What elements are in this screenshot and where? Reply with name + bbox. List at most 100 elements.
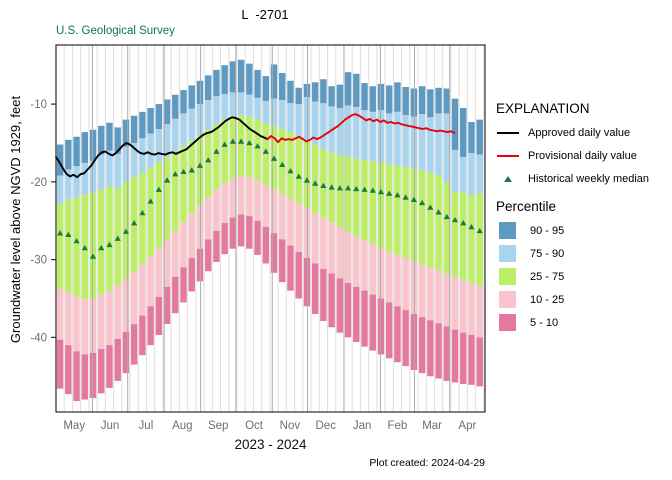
percentile-bar (451, 98, 459, 150)
percentile-bar (237, 114, 245, 177)
percentile-bar (353, 73, 360, 108)
percentile-bar (114, 127, 121, 154)
month-tick-label: Mar (422, 420, 442, 432)
percentile-bar (295, 136, 302, 204)
percentile-bar (262, 184, 270, 227)
historical-median-markers (57, 138, 483, 259)
percentile-bar (98, 349, 105, 394)
percentile-bar (130, 272, 138, 325)
percentile-bar (204, 75, 212, 101)
percentile-bar (435, 323, 442, 379)
median-triangle-icon (344, 185, 352, 191)
percentile-bar (254, 119, 261, 181)
percentile-bar (311, 212, 319, 264)
percentile-bar (56, 339, 64, 389)
percentile-bar (344, 156, 352, 232)
percentile-bar (56, 175, 64, 204)
percentile-bar (460, 156, 467, 193)
median-triangle-icon (328, 184, 335, 190)
percentile-bar (65, 199, 72, 293)
percentile-bar (353, 236, 360, 287)
median-triangle-icon (106, 241, 113, 248)
percentile-bar (237, 92, 245, 115)
percentile-bar (427, 172, 434, 268)
percentile-bar (460, 107, 467, 157)
percentile-bar (89, 160, 97, 193)
percentile-bar (418, 264, 426, 318)
percentile-bar (369, 161, 376, 245)
percentile-bar (435, 270, 442, 324)
median-triangle-icon (295, 173, 302, 179)
month-tick-label: Jan (353, 420, 372, 432)
percentile-bar (443, 273, 451, 327)
percentile-bar (81, 132, 89, 164)
percentile-bar (139, 111, 146, 139)
percentile-bar (254, 69, 261, 98)
agency-header: U.S. Geological Survey (56, 25, 175, 37)
percentile-bar (443, 88, 451, 114)
percentile-bar (172, 151, 179, 231)
percentile-bar (344, 282, 352, 338)
percentile-bar (65, 292, 72, 346)
percentile-bar (114, 338, 121, 381)
percentile-bar (213, 189, 220, 231)
percentile-bar (476, 193, 483, 287)
chart-title: L -2701 (241, 7, 289, 22)
percentile-bar (385, 302, 393, 359)
band-5-10 (56, 214, 483, 402)
percentile-bar (237, 176, 245, 215)
median-triangle-icon (163, 177, 171, 183)
percentile-bar (180, 222, 187, 268)
percentile-bar (369, 86, 376, 112)
legend-item-approved-label: Approved daily value (528, 127, 631, 139)
median-triangle-icon (369, 187, 376, 193)
percentile-bar (418, 317, 426, 374)
percentile-band-row: 75 - 90 (496, 245, 672, 262)
percentile-bar (98, 294, 105, 350)
percentile-bar (246, 216, 253, 249)
legend: EXPLANATION Approved daily value Provisi… (496, 101, 672, 337)
median-triangle-icon (114, 235, 121, 241)
percentile-bar (147, 306, 154, 346)
percentile-bar (221, 223, 228, 255)
percentile-bar (89, 298, 97, 353)
median-triangle-icon (147, 198, 154, 204)
median-triangle-icon (172, 171, 179, 177)
percentile-bar (147, 167, 154, 257)
percentile-bar (81, 163, 89, 196)
percentile-bar (114, 285, 121, 339)
month-tick-label: Jun (101, 420, 120, 432)
percentile-bar (476, 154, 483, 194)
median-triangle-icon (131, 220, 138, 226)
percentile-bar (279, 100, 286, 129)
percentile-bar (221, 119, 228, 184)
legend-item-provisional-label: Provisional daily value (528, 150, 637, 162)
percentile-bar (320, 268, 327, 322)
median-triangle-icon (57, 230, 64, 236)
percentile-bar (402, 310, 409, 367)
percentile-bar (56, 203, 64, 290)
band-75-90-swatch (499, 245, 516, 262)
band-90-95-label: 90 - 95 (530, 224, 565, 237)
percentile-bar (196, 248, 204, 282)
median-triangle-icon (496, 176, 520, 182)
median-triangle-icon (65, 231, 72, 238)
percentile-bar (172, 94, 179, 119)
median-triangle-icon (394, 192, 401, 198)
percentile-bar (468, 153, 475, 196)
percentile-bar (172, 118, 179, 152)
percentile-bar (476, 119, 483, 155)
percentile-bar (270, 233, 278, 273)
provisional-line-icon (496, 154, 520, 158)
percentile-bar (73, 197, 80, 297)
percentile-bar (361, 83, 368, 111)
percentile-band-row: 5 - 10 (496, 314, 672, 331)
percentile-bar (303, 258, 311, 307)
median-triangle-icon (353, 185, 360, 192)
percentile-bar (180, 267, 187, 303)
percentile-bar (443, 326, 451, 381)
percentile-bar (344, 72, 352, 106)
median-triangle-icon (410, 196, 417, 203)
median-triangle-icon (460, 220, 467, 226)
